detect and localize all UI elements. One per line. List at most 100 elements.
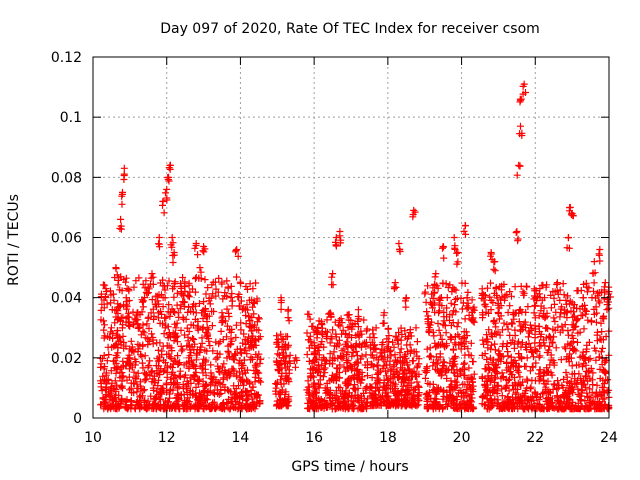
- data-point: [207, 294, 215, 302]
- data-point: [485, 326, 493, 334]
- data-point: [221, 386, 229, 394]
- data-point: [132, 358, 140, 366]
- data-point: [147, 392, 155, 400]
- data-point: [441, 322, 449, 330]
- data-point: [224, 284, 232, 292]
- data-point: [220, 360, 228, 368]
- data-point: [215, 367, 223, 375]
- data-point: [563, 399, 570, 407]
- data-point: [274, 350, 282, 358]
- data-point: [169, 285, 177, 293]
- data-point-peak: [149, 273, 157, 281]
- data-point: [236, 302, 244, 310]
- data-point: [144, 341, 152, 349]
- data-point: [118, 287, 126, 295]
- data-point: [587, 404, 595, 412]
- data-point: [119, 372, 127, 380]
- data-point: [108, 400, 116, 408]
- data-point: [163, 342, 171, 350]
- data-point: [499, 326, 506, 334]
- data-point: [601, 358, 609, 366]
- data-point-peak: [177, 289, 185, 297]
- data-point: [249, 383, 257, 391]
- data-point: [590, 310, 598, 318]
- data-point: [393, 390, 401, 398]
- data-point: [145, 338, 153, 345]
- y-tick-label: 0.08: [51, 170, 82, 186]
- data-point: [241, 305, 249, 313]
- data-point: [535, 312, 543, 320]
- data-point: [151, 372, 158, 380]
- data-point: [352, 332, 360, 339]
- data-point-peak: [117, 215, 125, 223]
- data-point: [426, 352, 434, 360]
- data-point: [410, 393, 418, 401]
- data-point: [484, 402, 492, 410]
- data-point: [454, 319, 462, 327]
- data-point: [579, 363, 586, 371]
- data-point: [246, 402, 254, 410]
- data-point: [105, 351, 113, 359]
- data-point: [415, 370, 423, 378]
- chart-title: Day 097 of 2020, Rate Of TEC Index for r…: [160, 21, 540, 37]
- data-point: [364, 372, 371, 380]
- data-point: [527, 383, 535, 391]
- data-point: [354, 323, 362, 331]
- data-point: [403, 348, 411, 356]
- data-point: [281, 341, 289, 348]
- data-point-peak: [512, 229, 520, 237]
- data-point: [118, 395, 126, 403]
- data-point: [599, 336, 607, 344]
- data-point: [549, 386, 557, 393]
- data-point: [272, 390, 280, 398]
- data-point: [532, 287, 540, 295]
- data-point-peak: [207, 380, 215, 388]
- data-point-peak: [240, 381, 247, 389]
- data-point-peak: [125, 354, 133, 362]
- data-point: [379, 364, 387, 372]
- data-point: [214, 389, 222, 397]
- data-point: [587, 365, 595, 372]
- data-point: [317, 340, 325, 348]
- data-point: [491, 379, 499, 386]
- data-point: [216, 350, 224, 358]
- data-point: [436, 353, 444, 361]
- data-point-peak: [490, 258, 498, 266]
- data-point: [219, 381, 227, 389]
- data-point-peak: [424, 318, 432, 326]
- data-point: [457, 345, 465, 353]
- data-point-peak: [208, 379, 216, 386]
- data-point: [587, 394, 595, 402]
- data-point: [343, 359, 351, 367]
- data-point: [524, 303, 532, 311]
- data-point: [406, 329, 414, 337]
- data-point: [200, 298, 208, 306]
- data-point: [145, 362, 153, 369]
- data-point: [522, 308, 530, 316]
- data-point: [378, 352, 386, 360]
- data-point: [390, 371, 398, 379]
- data-point-peak: [285, 317, 293, 325]
- data-point: [467, 352, 475, 360]
- data-point: [277, 376, 284, 384]
- data-point: [511, 326, 519, 334]
- data-point: [167, 355, 175, 362]
- data-point: [559, 280, 567, 288]
- data-point: [542, 385, 550, 393]
- data-point-peak: [490, 265, 498, 273]
- data-point: [168, 347, 176, 355]
- data-point: [331, 318, 339, 326]
- data-point: [357, 396, 365, 404]
- data-point: [223, 333, 230, 341]
- data-point: [186, 404, 194, 412]
- data-point: [410, 367, 418, 375]
- data-point: [452, 378, 460, 386]
- data-point: [389, 338, 397, 346]
- data-point: [435, 341, 443, 349]
- data-point: [255, 374, 263, 382]
- data-point: [99, 394, 107, 402]
- data-point: [567, 377, 575, 385]
- data-point: [429, 387, 437, 395]
- data-point-peak: [113, 271, 121, 279]
- data-point-peak: [328, 273, 336, 281]
